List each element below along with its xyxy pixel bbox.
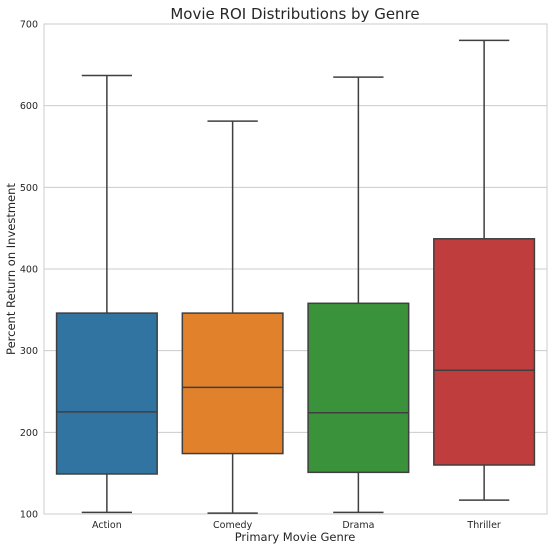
- y-tick-label: 700: [20, 20, 38, 31]
- iqr-box: [433, 238, 536, 466]
- x-tick-label-comedy: Comedy: [213, 520, 253, 531]
- iqr-box: [181, 312, 284, 455]
- chart-title: Movie ROI Distributions by Genre: [170, 5, 419, 23]
- y-tick-label: 600: [20, 101, 38, 112]
- x-tick-label-action: Action: [92, 520, 122, 531]
- y-tick-label: 400: [20, 265, 38, 276]
- iqr-box: [55, 312, 158, 475]
- box-layer: [55, 39, 536, 514]
- y-tick-label: 100: [20, 510, 38, 521]
- box-drama: [307, 76, 410, 514]
- x-tick-labels: Action Comedy Drama Thriller: [92, 520, 501, 531]
- x-tick-label-thriller: Thriller: [466, 520, 500, 531]
- iqr-box: [307, 302, 410, 474]
- y-tick-label: 200: [20, 428, 38, 439]
- y-tick-label: 500: [20, 183, 38, 194]
- box-thriller: [433, 39, 536, 501]
- box-comedy: [181, 120, 284, 514]
- y-tick-labels: 100 200 300 400 500 600 700: [20, 20, 38, 521]
- y-tick-label: 300: [20, 346, 38, 357]
- y-axis-label: Percent Return on Investment: [4, 183, 18, 355]
- x-tick-label-drama: Drama: [342, 520, 374, 531]
- plot-frame: [43, 23, 548, 515]
- x-axis-label: Primary Movie Genre: [235, 530, 356, 544]
- box-action: [55, 74, 158, 514]
